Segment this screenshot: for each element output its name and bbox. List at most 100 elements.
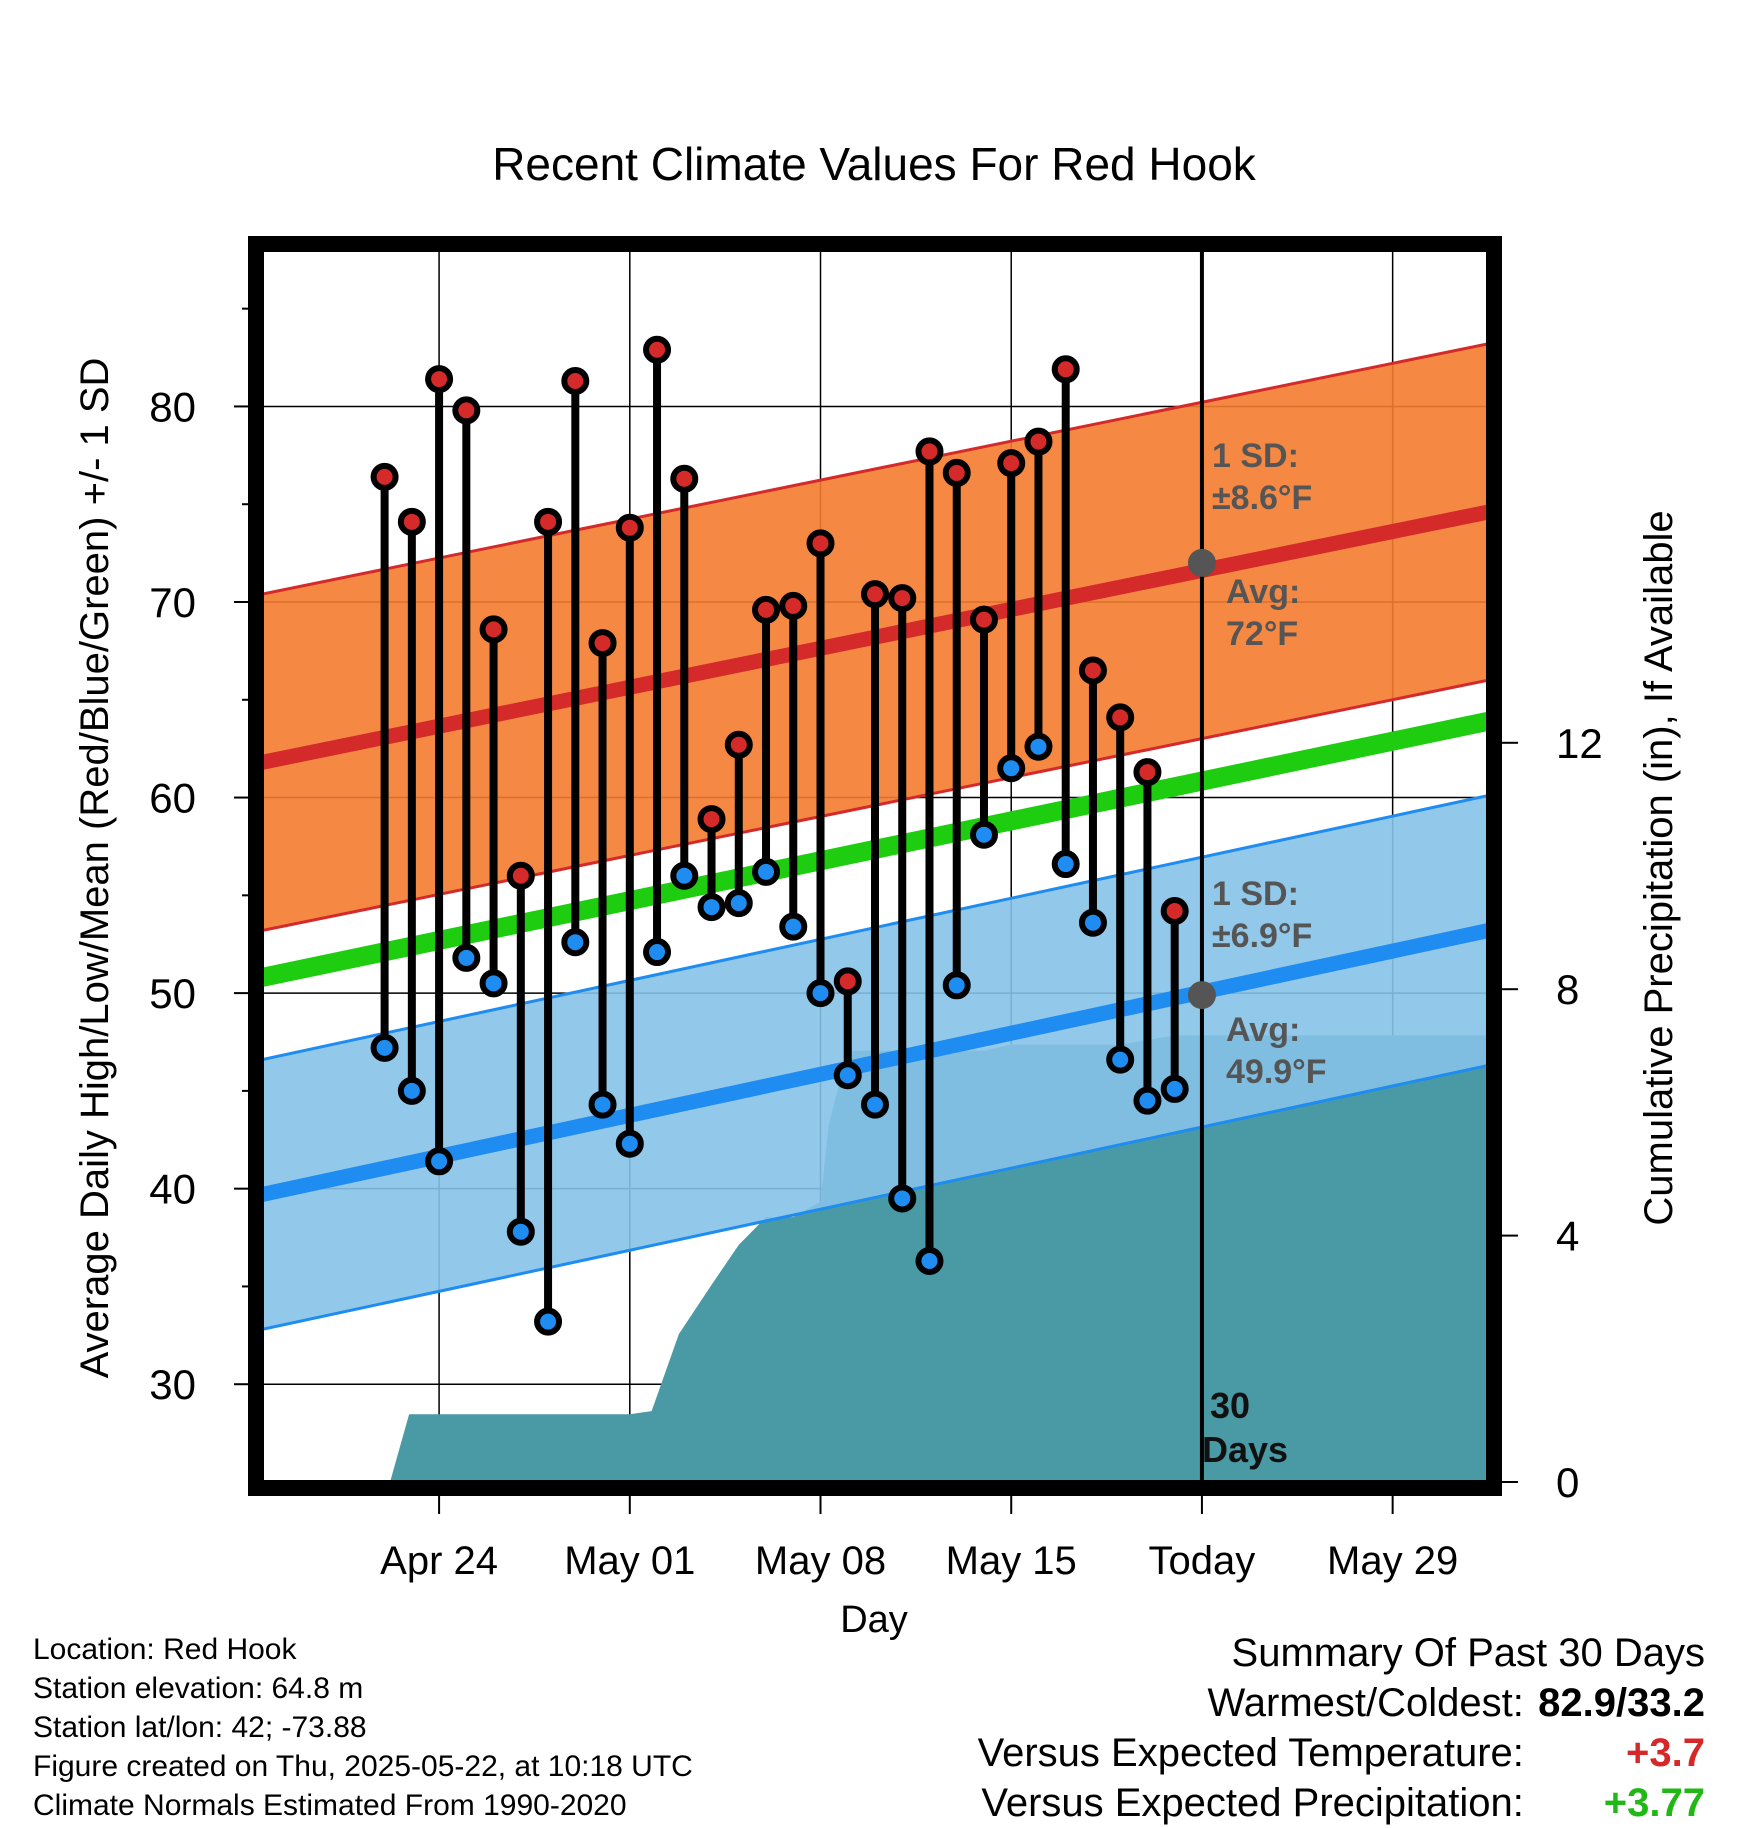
x-axis: Apr 24 May 01 May 08 May 15 Today May 29 <box>380 1496 1458 1583</box>
station-location: Location: Red Hook <box>33 1633 297 1666</box>
daily-low-point <box>833 1061 862 1090</box>
x-tick-label: May 29 <box>1327 1539 1458 1583</box>
cumulative-precip-area <box>262 1035 1488 1482</box>
normal-low-sd-value: ±6.9°F <box>1212 917 1312 955</box>
daily-low-point <box>397 1076 426 1105</box>
summary-temperature: Versus Expected Temperature: +3.7 <box>805 1728 1705 1778</box>
climate-normals-period: Climate Normals Estimated From 1990-2020 <box>33 1789 627 1822</box>
normal-high-sd-label: 1 SD: <box>1212 437 1299 475</box>
daily-low-point <box>942 971 971 1000</box>
daily-high-point <box>534 507 563 536</box>
daily-stems <box>370 335 1189 1336</box>
y-tick-label: 40 <box>149 1166 196 1213</box>
y-tick-label: 60 <box>149 775 196 822</box>
normal-low-avg-label: Avg: <box>1226 1011 1300 1049</box>
y-tick-label: 50 <box>149 970 196 1017</box>
today-normal-low-dot <box>1187 981 1216 1010</box>
station-info: Location: Red Hook Station elevation: 64… <box>33 1630 693 1825</box>
plot-area: 1 SD: ±8.6°F Avg: 72°F 1 SD: ±6.9°F Avg: 49.9°F… <box>149 236 1603 1583</box>
daily-high-point <box>370 462 399 491</box>
daily-low-point <box>1133 1086 1162 1115</box>
daily-low-point <box>506 1217 535 1246</box>
daily-low-point <box>969 820 998 849</box>
daily-high-point <box>643 335 672 364</box>
y2-tick-label: 0 <box>1556 1459 1579 1506</box>
y2-axis-label: Cumulative Precipitation (in), If Availa… <box>1637 510 1681 1225</box>
normal-low-band-lower <box>262 1064 1488 1331</box>
daily-low-point <box>1051 850 1080 879</box>
station-elevation: Station elevation: 64.8 m <box>33 1672 364 1705</box>
daily-high-point <box>1133 758 1162 787</box>
daily-high-point <box>806 529 835 558</box>
daily-low-point <box>561 928 590 957</box>
y2-axis: 0 4 8 12 <box>1502 720 1603 1506</box>
daily-high-point <box>697 805 726 834</box>
daily-low-point <box>588 1090 617 1119</box>
daily-high-point <box>479 615 508 644</box>
daily-high-point <box>833 967 862 996</box>
warmest-coldest-value: 82.9/33.2 <box>1538 1681 1705 1725</box>
daily-high-point <box>397 507 426 536</box>
daily-low-point <box>1160 1074 1189 1103</box>
daily-high-point <box>1160 896 1189 925</box>
daily-low-point <box>697 893 726 922</box>
y2-tick-label: 12 <box>1556 720 1603 767</box>
temperature-anomaly-label: Versus Expected Temperature: <box>977 1731 1524 1775</box>
y-axis: 30 40 50 60 70 80 <box>149 307 248 1408</box>
daily-high-point <box>942 458 971 487</box>
precipitation-anomaly-value: +3.77 <box>1603 1781 1705 1825</box>
normal-low-avg-value: 49.9°F <box>1226 1053 1327 1091</box>
y2-tick-label: 8 <box>1556 966 1579 1013</box>
x-tick-label: May 15 <box>946 1539 1077 1583</box>
daily-high-point <box>752 595 781 624</box>
daily-low-point <box>724 889 753 918</box>
daily-high-point <box>1106 703 1135 732</box>
daily-high-point <box>425 365 454 394</box>
y-tick-label: 80 <box>149 383 196 430</box>
summary-precipitation: Versus Expected Precipitation: +3.77 <box>805 1778 1705 1828</box>
normal-high-annotation: 1 SD: ±8.6°F Avg: 72°F <box>1212 437 1312 653</box>
station-latlon: Station lat/lon: 42; -73.88 <box>33 1711 367 1744</box>
daily-low-point <box>915 1247 944 1276</box>
daily-low-point <box>888 1184 917 1213</box>
daily-high-point <box>561 367 590 396</box>
warmest-coldest-label: Warmest/Coldest: <box>1207 1681 1524 1725</box>
daily-low-point <box>752 857 781 886</box>
daily-low-point <box>997 754 1026 783</box>
normal-low-sd-label: 1 SD: <box>1212 875 1299 913</box>
y-tick-label: 30 <box>149 1361 196 1408</box>
today-normal-high-dot <box>1187 548 1216 577</box>
daily-high-point <box>506 861 535 890</box>
daily-low-point <box>1106 1045 1135 1074</box>
normal-high-avg-value: 72°F <box>1226 615 1298 653</box>
daily-high-point <box>997 449 1026 478</box>
daily-high-point <box>588 629 617 658</box>
daily-high-point <box>915 437 944 466</box>
normal-low-annotation: 1 SD: ±6.9°F Avg: 49.9°F <box>1212 875 1327 1091</box>
daily-low-point <box>1024 732 1053 761</box>
x-tick-label: May 08 <box>755 1539 886 1583</box>
x-tick-label: May 01 <box>564 1539 695 1583</box>
days-label-count: 30 <box>1210 1385 1250 1426</box>
plot-frame <box>248 236 1502 1496</box>
daily-high-point <box>724 730 753 759</box>
daily-high-point <box>1051 355 1080 384</box>
days-label-unit: Days <box>1202 1429 1288 1470</box>
daily-high-point <box>615 513 644 542</box>
summary-warmest-coldest: Warmest/Coldest: 82.9/33.2 <box>805 1678 1706 1728</box>
precipitation-anomaly-label: Versus Expected Precipitation: <box>981 1781 1524 1825</box>
x-tick-label: Apr 24 <box>380 1539 498 1583</box>
daily-low-point <box>452 943 481 972</box>
daily-low-point <box>806 979 835 1008</box>
daily-low-point <box>534 1307 563 1336</box>
daily-high-point <box>670 464 699 493</box>
summary-panel: Summary Of Past 30 Days Warmest/Coldest:… <box>805 1628 1705 1828</box>
daily-low-point <box>779 912 808 941</box>
x-axis-label: Day <box>840 1599 908 1641</box>
daily-low-point <box>1078 908 1107 937</box>
normal-high-sd-value: ±8.6°F <box>1212 479 1312 517</box>
daily-low-point <box>479 969 508 998</box>
y-axis-label: Average Daily High/Low/Mean (Red/Blue/Gr… <box>73 358 117 1379</box>
